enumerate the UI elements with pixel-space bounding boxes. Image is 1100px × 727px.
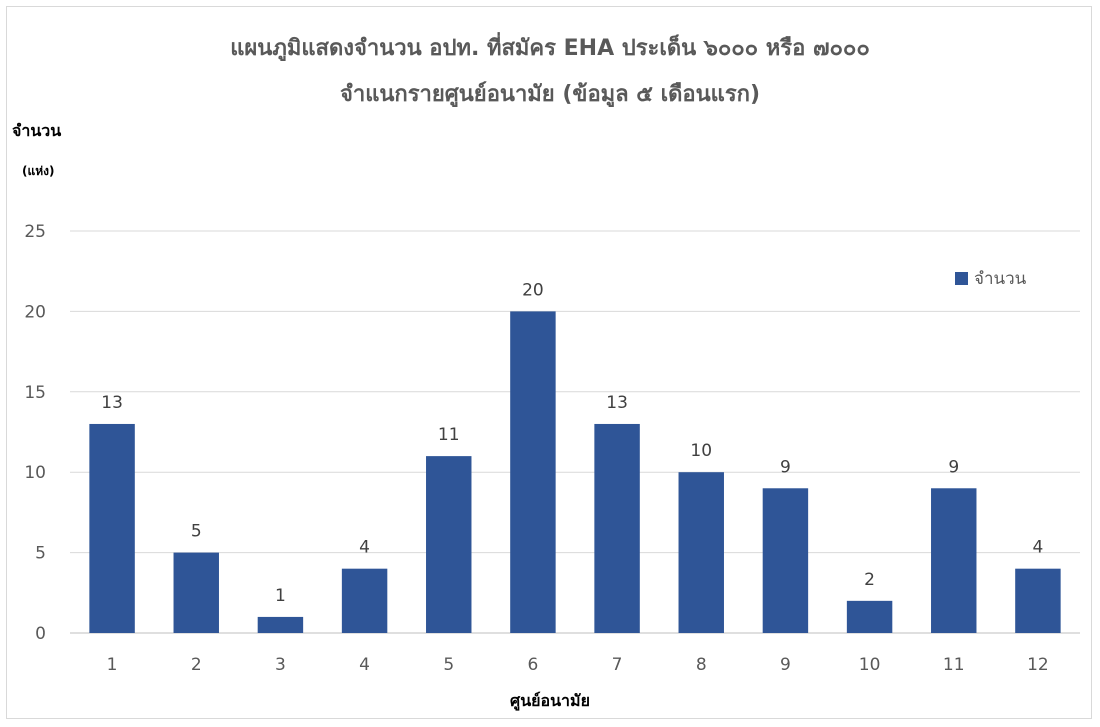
y-tick-label: 10 — [24, 463, 46, 483]
y-axis-unit-label: (แห่ง) — [22, 164, 55, 178]
data-label: 2 — [864, 570, 875, 590]
bar — [510, 311, 556, 633]
x-tick-label: 9 — [780, 655, 791, 675]
gridlines — [70, 230, 1080, 634]
x-tick-label: 2 — [191, 655, 202, 675]
y-tick-label: 25 — [24, 222, 46, 242]
data-label: 20 — [522, 280, 544, 300]
x-tick-label: 7 — [612, 655, 623, 675]
x-axis-ticks: 1 2 3 4 5 6 7 8 9 10 11 12 — [107, 655, 1049, 675]
bar — [257, 616, 304, 633]
x-tick-label: 10 — [859, 655, 881, 675]
bar — [173, 552, 219, 633]
bar — [931, 488, 977, 633]
legend-swatch — [955, 272, 968, 285]
legend: จำนวน — [955, 265, 1026, 292]
bar — [1015, 568, 1061, 633]
chart-title-line2: จำแนกรายศูนย์อนามัย (ข้อมูล ๕ เดือนแรก) — [339, 82, 761, 107]
data-label: 4 — [359, 538, 370, 558]
data-label: 13 — [606, 393, 628, 413]
bar — [846, 600, 893, 633]
data-label: 1 — [275, 586, 286, 606]
data-label: 4 — [1033, 538, 1044, 558]
data-label: 10 — [690, 441, 712, 461]
x-tick-label: 5 — [443, 655, 454, 675]
data-label: 13 — [101, 393, 123, 413]
x-axis-label: ศูนย์อนามัย — [510, 691, 590, 710]
chart-title-line1: แผนภูมิแสดงจำนวน อปท. ที่สมัคร EHA ประเด… — [230, 36, 870, 61]
data-label: 9 — [780, 457, 791, 477]
bar — [341, 568, 388, 633]
bar — [594, 423, 640, 633]
x-tick-label: 1 — [107, 655, 118, 675]
x-tick-label: 11 — [943, 655, 965, 675]
data-label: 9 — [948, 457, 959, 477]
bar — [89, 423, 135, 633]
y-tick-label: 15 — [24, 383, 46, 403]
data-labels: 13 5 1 4 11 20 13 10 9 2 9 4 — [101, 280, 1043, 606]
y-tick-label: 20 — [24, 302, 46, 322]
y-axis-ticks: 0 5 10 15 20 25 — [24, 222, 46, 644]
data-label: 11 — [438, 425, 460, 445]
x-tick-label: 12 — [1027, 655, 1049, 675]
legend-label: จำนวน — [974, 269, 1027, 289]
bar — [762, 488, 809, 633]
y-tick-label: 5 — [35, 544, 46, 564]
bar — [678, 472, 724, 633]
y-tick-label: 0 — [35, 624, 46, 644]
x-tick-label: 6 — [528, 655, 539, 675]
y-axis-label: จำนวน — [12, 121, 62, 140]
bar — [426, 456, 472, 633]
x-tick-label: 8 — [696, 655, 707, 675]
x-tick-label: 3 — [275, 655, 286, 675]
bars — [89, 311, 1061, 633]
data-label: 5 — [191, 522, 202, 542]
chart-frame — [6, 6, 1092, 719]
x-tick-label: 4 — [359, 655, 370, 675]
